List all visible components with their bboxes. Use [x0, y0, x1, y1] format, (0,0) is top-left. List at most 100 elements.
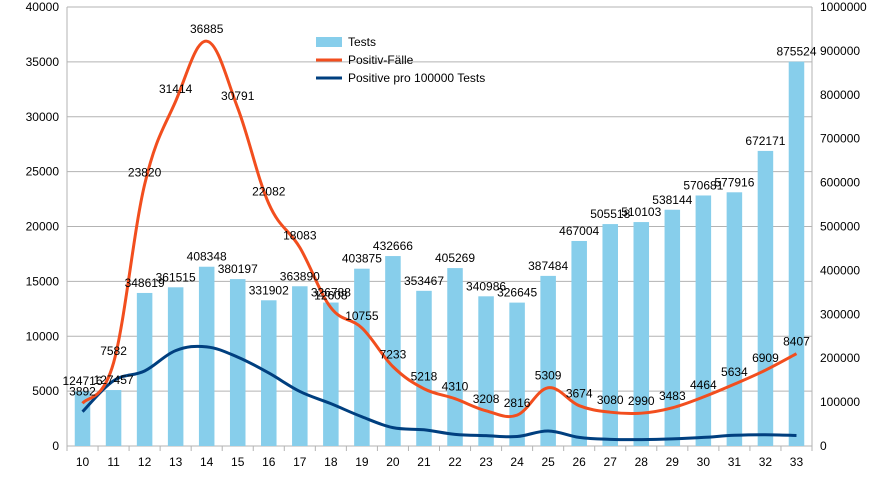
- bar-tests: [540, 275, 556, 446]
- x-tick-label: 25: [541, 455, 555, 469]
- right-tick-label: 600000: [820, 176, 860, 190]
- bar-data-label: 340986: [466, 279, 506, 293]
- bar-tests: [602, 224, 618, 446]
- line-data-label: 3080: [597, 393, 624, 407]
- left-tick-label: 40000: [26, 0, 60, 14]
- line-data-label: 12608: [314, 289, 348, 303]
- bar-data-label: 432666: [373, 239, 413, 253]
- x-tick-label: 29: [666, 455, 680, 469]
- line-series: [81, 39, 798, 442]
- line-data-label: 2990: [628, 394, 655, 408]
- line-data-label: 7233: [380, 348, 407, 362]
- bar-data-label: 331902: [249, 283, 289, 297]
- bar-data-label: 538144: [652, 193, 692, 207]
- bar-data-label: 127457: [94, 373, 134, 387]
- bar-data-label: 875524: [776, 45, 816, 59]
- bar-tests: [509, 302, 525, 446]
- left-tick-label: 35000: [26, 55, 60, 69]
- bar-data-label: 387484: [528, 259, 568, 273]
- line-data-label: 3208: [473, 392, 500, 406]
- bar-data-label: 353467: [404, 274, 444, 288]
- line-data-label: 5309: [535, 369, 562, 383]
- bar-data-label: 326645: [497, 286, 537, 300]
- line-data-label: 22082: [252, 185, 286, 199]
- left-tick-label: 25000: [26, 165, 60, 179]
- x-tick-label: 13: [169, 455, 183, 469]
- x-tick-label: 20: [386, 455, 400, 469]
- line-data-label: 4310: [442, 380, 469, 394]
- x-tick-label: 15: [231, 455, 245, 469]
- x-tick-label: 32: [759, 455, 773, 469]
- line-data-label: 8407: [783, 335, 810, 349]
- tests-bars: [74, 61, 805, 447]
- line-data-label: 31414: [159, 82, 193, 96]
- line-data-label: 30791: [221, 89, 255, 103]
- bar-tests: [354, 268, 370, 446]
- left-tick-label: 20000: [26, 220, 60, 234]
- bar-data-label: 405269: [435, 251, 475, 265]
- left-tick-label: 30000: [26, 110, 60, 124]
- x-tick-label: 18: [324, 455, 338, 469]
- bar-data-label: 403875: [342, 252, 382, 266]
- bar-tests: [105, 390, 122, 446]
- right-tick-label: 200000: [820, 351, 860, 365]
- bar-data-label: 361515: [156, 270, 196, 284]
- legend: Tests Positiv-Fälle Positive pro 100000 Te…: [316, 35, 485, 85]
- right-tick-label: 700000: [820, 132, 860, 146]
- x-tick-label: 24: [510, 455, 524, 469]
- bar-data-label: 326788: [311, 286, 351, 300]
- x-tick-label: 26: [573, 455, 587, 469]
- line-data-label: 6909: [752, 351, 779, 365]
- right-tick-label: 900000: [820, 44, 860, 58]
- bar-data-label: 380197: [218, 262, 258, 276]
- right-tick-label: 100000: [820, 395, 860, 409]
- line-data-label: 4464: [690, 378, 717, 392]
- left-tick-label: 15000: [26, 274, 60, 288]
- bar-tests: [757, 150, 774, 446]
- x-tick-label: 30: [697, 455, 711, 469]
- bar-data-label: 570681: [683, 178, 723, 192]
- bar-tests: [385, 256, 401, 446]
- x-tick-label: 19: [355, 455, 369, 469]
- x-tick-label: 14: [200, 455, 214, 469]
- left-tick-label: 5000: [32, 384, 59, 398]
- x-tick-label: 17: [293, 455, 307, 469]
- bar-tests: [416, 290, 432, 446]
- bar-tests: [292, 286, 308, 446]
- line-positiv-faelle: [81, 39, 798, 419]
- bar-tests: [571, 240, 587, 446]
- bar-data-label: 124716: [62, 374, 102, 388]
- right-tick-label: 500000: [820, 220, 860, 234]
- right-tick-label: 400000: [820, 263, 860, 277]
- right-tick-label: 0: [820, 439, 827, 453]
- line-data-label: 3674: [566, 387, 593, 401]
- line-data-label: 18083: [283, 229, 317, 243]
- line-positive-pro-100000-tests: [81, 344, 797, 442]
- line-data-label: 23820: [128, 166, 162, 180]
- legend-label-positive-pro-100000-tests: Positive pro 100000 Tests: [348, 71, 485, 85]
- bar-data-label: 363890: [280, 269, 320, 283]
- right-tick-label: 1000000: [820, 0, 867, 14]
- bar-tests: [74, 391, 91, 446]
- bar-tests: [229, 279, 246, 446]
- right-tick-label: 800000: [820, 88, 860, 102]
- line-data-label: 36885: [190, 22, 224, 36]
- bar-tests: [633, 222, 650, 446]
- bar-tests: [788, 61, 805, 447]
- bar-data-label: 510103: [621, 205, 661, 219]
- left-tick-label: 0: [52, 439, 59, 453]
- bar-tests: [198, 266, 215, 446]
- legend-label-tests: Tests: [348, 35, 376, 49]
- bar-data-label: 672171: [745, 134, 785, 148]
- bar-tests: [323, 302, 339, 446]
- right-axis: 0 100000 200000 300000 400000 500000 600000 700…: [820, 0, 867, 453]
- line-data-label: 5218: [411, 370, 438, 384]
- bar-tests: [478, 296, 494, 446]
- bar-data-label: 348619: [125, 276, 165, 290]
- legend-label-positiv-faelle: Positiv-Fälle: [348, 53, 414, 67]
- left-tick-label: 10000: [26, 329, 60, 343]
- x-tick-label: 12: [138, 455, 152, 469]
- bar-data-label: 408348: [187, 250, 227, 264]
